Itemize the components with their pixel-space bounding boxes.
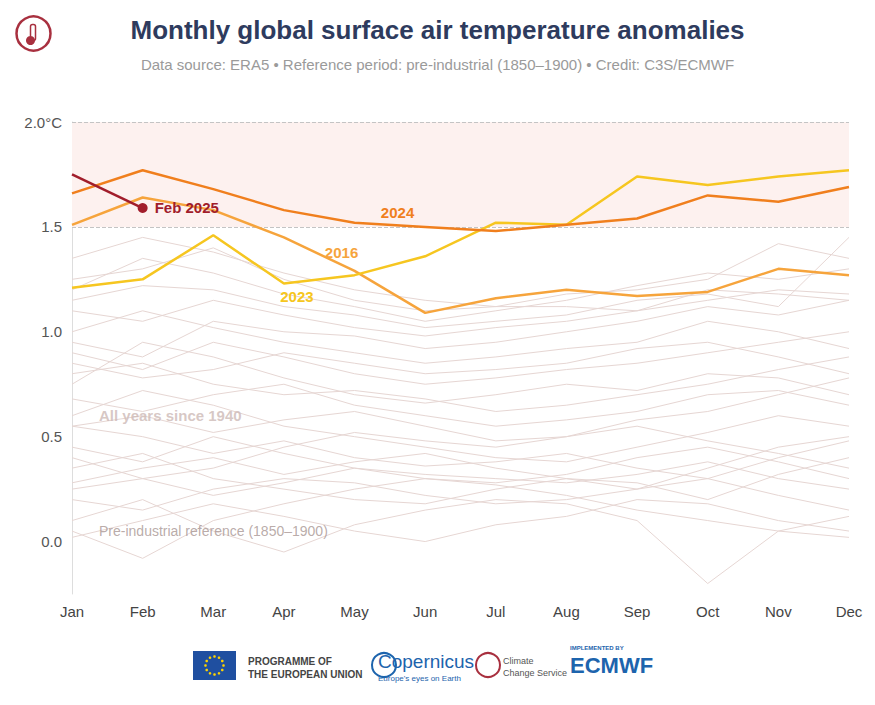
svg-text:Monthly global surface air tem: Monthly global surface air temperature a… <box>130 15 744 45</box>
svg-text:Aug: Aug <box>553 603 580 620</box>
svg-text:Sep: Sep <box>624 603 651 620</box>
svg-text:May: May <box>340 603 369 620</box>
svg-text:1.0: 1.0 <box>41 323 62 340</box>
svg-text:Jul: Jul <box>486 603 505 620</box>
svg-text:2023: 2023 <box>280 288 313 305</box>
svg-text:Jun: Jun <box>413 603 437 620</box>
svg-text:Nov: Nov <box>765 603 792 620</box>
svg-text:IMPLEMENTED BY: IMPLEMENTED BY <box>570 645 624 651</box>
svg-text:THE EUROPEAN UNION: THE EUROPEAN UNION <box>248 669 362 680</box>
svg-text:Pre-industrial reference (1850: Pre-industrial reference (1850–1900) <box>99 523 328 539</box>
svg-text:Copernicus: Copernicus <box>378 651 474 672</box>
svg-text:Change Service: Change Service <box>503 668 567 678</box>
svg-text:2016: 2016 <box>325 244 358 261</box>
svg-text:Oct: Oct <box>696 603 720 620</box>
svg-text:Mar: Mar <box>200 603 226 620</box>
svg-text:All years since 1940: All years since 1940 <box>99 407 242 424</box>
svg-text:Climate: Climate <box>503 656 534 666</box>
svg-text:2024: 2024 <box>381 204 415 221</box>
svg-text:2.0°C: 2.0°C <box>24 114 62 131</box>
svg-text:Dec: Dec <box>836 603 863 620</box>
svg-text:Data source: ERA5 • Reference: Data source: ERA5 • Reference period: pr… <box>141 56 734 73</box>
svg-text:PROGRAMME OF: PROGRAMME OF <box>248 656 332 667</box>
svg-text:0.5: 0.5 <box>41 428 62 445</box>
svg-text:Jan: Jan <box>60 603 84 620</box>
svg-text:Feb 2025: Feb 2025 <box>155 199 219 216</box>
svg-text:Feb: Feb <box>130 603 156 620</box>
svg-text:Europe's eyes on Earth: Europe's eyes on Earth <box>378 674 461 683</box>
svg-text:Apr: Apr <box>272 603 295 620</box>
svg-text:ECMWF: ECMWF <box>570 653 653 678</box>
svg-text:0.0: 0.0 <box>41 533 62 550</box>
svg-text:1.5: 1.5 <box>41 218 62 235</box>
